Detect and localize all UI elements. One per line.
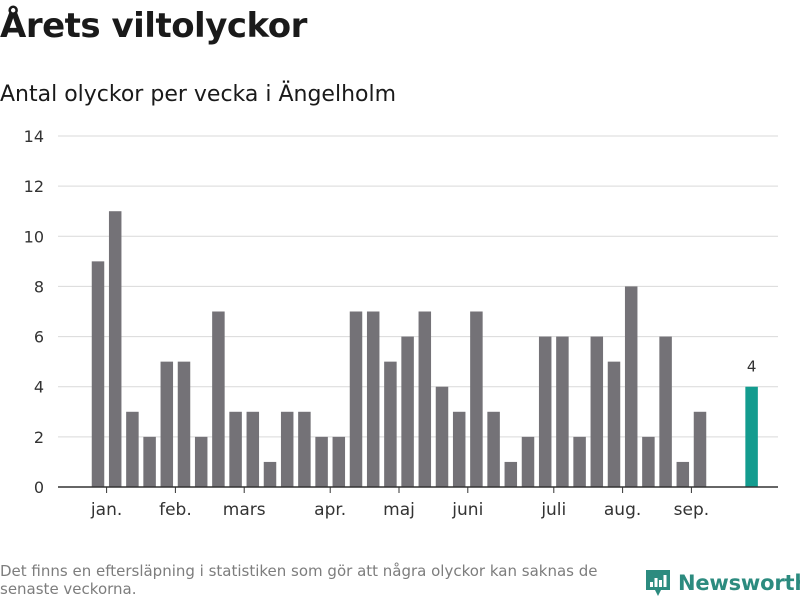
bar	[418, 311, 432, 487]
y-tick-label: 0	[34, 478, 44, 497]
bar	[126, 411, 139, 487]
bar	[435, 386, 449, 487]
bar	[108, 211, 122, 487]
bar	[263, 461, 277, 487]
bar	[624, 286, 638, 487]
bar	[280, 411, 294, 487]
bar	[91, 261, 105, 487]
bar	[521, 436, 535, 487]
newsworthy-logo[interactable]: Newsworthy	[644, 568, 800, 598]
x-tick-label: jan.	[90, 500, 122, 520]
bar	[332, 436, 346, 487]
x-tick-label: maj	[383, 500, 415, 520]
bar	[315, 436, 328, 487]
footnote: Det finns en eftersläpning i statistiken…	[0, 562, 598, 598]
bar	[676, 461, 690, 487]
bar	[401, 336, 414, 487]
newsworthy-logo-icon	[646, 570, 670, 596]
bar	[143, 436, 156, 487]
y-tick-label: 8	[34, 277, 44, 296]
bar	[384, 361, 397, 487]
bar	[349, 311, 363, 487]
y-tick-label: 2	[34, 428, 44, 447]
x-tick-label: feb.	[159, 500, 192, 520]
bar	[590, 336, 604, 487]
bar-chart: 0 2 4 6 8 10 12 14 4 jan. feb. mars apr. maj juni juli a…	[24, 127, 778, 520]
brand-name: Newsworthy	[678, 571, 800, 595]
x-tick-label: juni	[451, 500, 483, 520]
bar	[693, 411, 707, 487]
y-tick-label: 12	[24, 177, 44, 196]
bar-highlight	[745, 386, 758, 487]
bar	[659, 336, 672, 487]
y-tick-label: 14	[24, 127, 44, 146]
bar	[452, 411, 466, 487]
bar	[642, 436, 655, 487]
data-label: 4	[747, 358, 757, 376]
bar	[194, 436, 208, 487]
x-tick-label: apr.	[314, 500, 346, 520]
y-tick-label: 10	[24, 227, 44, 246]
bar	[470, 311, 483, 487]
bar	[177, 361, 191, 487]
x-tick-label: mars	[223, 500, 266, 520]
bar	[298, 411, 311, 487]
bar	[212, 311, 225, 487]
y-tick-label: 6	[34, 328, 44, 347]
chart-subtitle: Antal olyckor per vecka i Ängelholm	[0, 82, 397, 107]
x-tick-label: sep.	[674, 500, 710, 520]
chart-title: Årets viltolyckor	[0, 6, 307, 46]
y-tick-label: 4	[34, 378, 44, 397]
x-tick-label: aug.	[604, 500, 641, 520]
bar	[366, 311, 380, 487]
bar	[229, 411, 242, 487]
bar	[160, 361, 174, 487]
bar	[504, 461, 518, 487]
bar	[538, 336, 552, 487]
bar	[573, 436, 586, 487]
bar	[607, 361, 621, 487]
x-tick-label: juli	[540, 500, 566, 520]
bar	[487, 411, 500, 487]
bar	[556, 336, 569, 487]
bar	[246, 411, 260, 487]
